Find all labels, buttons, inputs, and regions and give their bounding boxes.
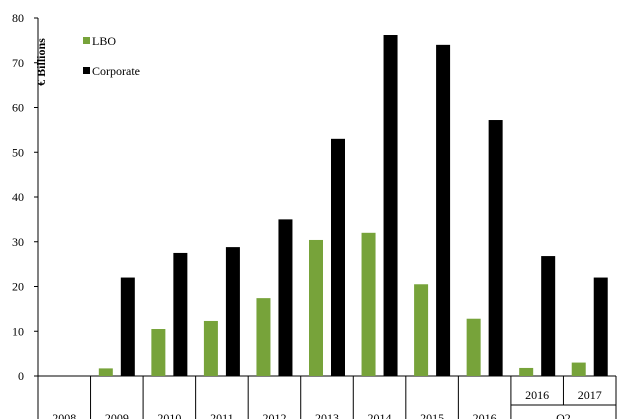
- bars: [98, 35, 608, 376]
- bar-lbo-2009: [98, 368, 113, 376]
- y-tick-label: 20: [12, 280, 24, 294]
- bar-corporate-2016: [541, 256, 556, 376]
- y-tick-label: 30: [12, 235, 24, 249]
- x-tick-label: 2008: [52, 411, 76, 419]
- y-axis-label: € Billions: [34, 38, 48, 86]
- x-tick-label: 2017: [578, 388, 602, 402]
- y-tick-label: 10: [12, 324, 24, 338]
- x-tick-label: 2011: [210, 411, 234, 419]
- bar-corporate-2014: [383, 35, 398, 376]
- bar-corporate-2010: [173, 252, 188, 376]
- y-tick-label: 50: [12, 145, 24, 159]
- legend-swatch-lbo: [83, 37, 90, 44]
- bar-lbo-2013: [309, 239, 323, 376]
- bar-corporate-2015: [436, 44, 451, 376]
- bar-corporate-2011: [225, 247, 240, 376]
- bar-corporate-2013: [331, 138, 345, 376]
- bar-lbo-2011: [203, 320, 218, 376]
- legend: LBO Corporate: [83, 34, 140, 78]
- bar-corporate-2009: [120, 277, 135, 376]
- x-tick-label: 2016: [525, 388, 549, 402]
- bar-corporate-2012: [278, 219, 293, 376]
- bar-lbo-2014: [361, 232, 376, 376]
- bar-lbo-2012: [256, 298, 271, 376]
- y-axis: 0 10 20 30 40 50 60 70 80: [12, 11, 39, 383]
- legend-label-lbo: LBO: [92, 34, 116, 48]
- legend-swatch-corporate: [83, 67, 90, 74]
- x-tick-label: 2012: [262, 411, 286, 419]
- y-tick-label: 60: [12, 101, 24, 115]
- y-tick-label: 0: [18, 369, 24, 383]
- y-tick-label: 80: [12, 11, 24, 25]
- x-tick-label: 2015: [420, 411, 444, 419]
- x-tick-label: 2016: [473, 411, 497, 419]
- bar-corporate-2016: [488, 120, 503, 376]
- bar-lbo-2016: [519, 367, 534, 376]
- bar-lbo-2010: [151, 329, 166, 376]
- bar-lbo-2015: [414, 284, 429, 376]
- bar-lbo-2016: [466, 318, 481, 376]
- legend-label-corporate: Corporate: [92, 64, 140, 78]
- x-tick-label: 2009: [105, 411, 129, 419]
- y-tick-label: 40: [12, 190, 24, 204]
- x-tick-label: 2014: [368, 411, 392, 419]
- bar-corporate-2017: [593, 277, 608, 376]
- x-tick-label: 2010: [157, 411, 181, 419]
- y-tick-label: 70: [12, 56, 24, 70]
- x-group-label: Q2: [556, 411, 571, 419]
- x-axis: 2008 2009 2010 2011 2012 2013 2014 2015 2016 2016…: [37, 375, 617, 419]
- bar-lbo-2017: [571, 362, 586, 376]
- x-tick-label: 2013: [315, 411, 339, 419]
